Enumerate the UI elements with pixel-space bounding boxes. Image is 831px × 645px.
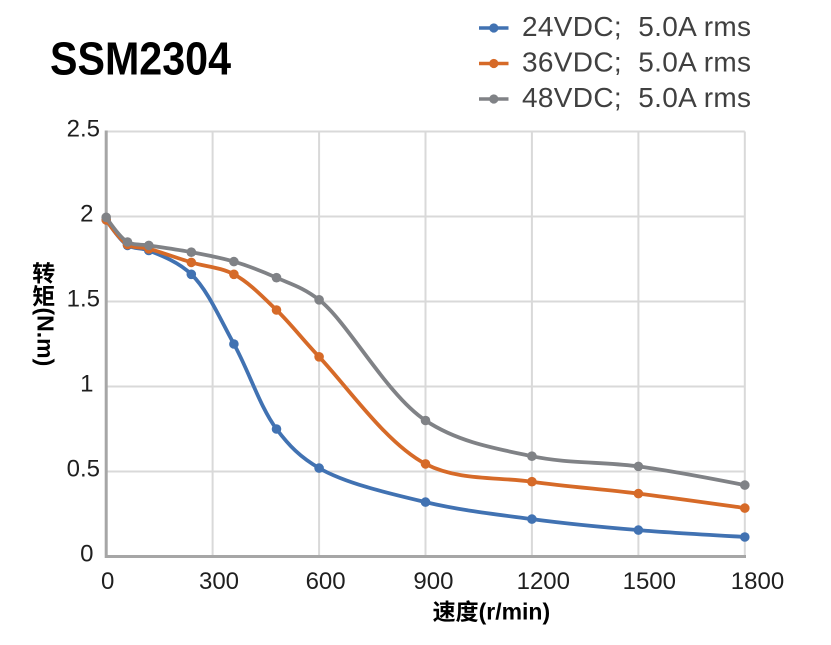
svg-text:24VDC; 5.0A rms: 24VDC; 5.0A rms [522,11,751,42]
svg-text:0.5: 0.5 [67,456,100,483]
svg-text:48VDC; 5.0A rms: 48VDC; 5.0A rms [522,82,751,113]
svg-text:900: 900 [413,568,453,595]
svg-text:600: 600 [306,568,346,595]
svg-text:300: 300 [199,568,239,595]
svg-text:1: 1 [80,371,93,398]
svg-text:1800: 1800 [731,568,784,595]
svg-text:2: 2 [80,201,93,228]
svg-text:(r/min): (r/min) [479,599,551,625]
svg-text:SSM2304: SSM2304 [50,32,231,84]
svg-text:0: 0 [80,541,93,568]
svg-text:1500: 1500 [623,568,676,595]
svg-text:(N.m): (N.m) [33,308,59,367]
svg-text:1200: 1200 [517,568,570,595]
svg-text:0: 0 [101,568,114,595]
svg-text:1.5: 1.5 [67,286,100,313]
svg-text:36VDC; 5.0A rms: 36VDC; 5.0A rms [522,47,751,78]
svg-text:2.5: 2.5 [67,116,100,143]
